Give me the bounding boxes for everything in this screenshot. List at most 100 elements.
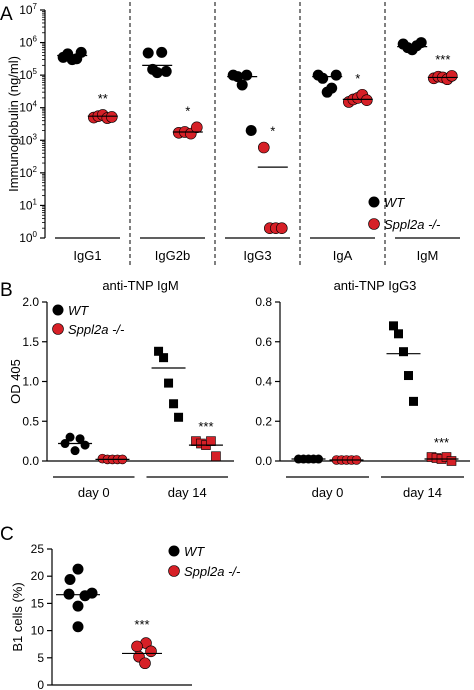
panel-a-significance: * (185, 103, 190, 118)
panel-label-c: C (0, 524, 14, 545)
panel-a-tick-label: 107 (19, 2, 37, 17)
panel-b-igg3-group-label: day 14 (403, 485, 442, 500)
panel-b-igm-y-label: OD 405 (8, 359, 23, 404)
panel-a-significance: ** (98, 91, 108, 106)
panel-a-wt-point (415, 37, 427, 49)
panel-c-wt-point (72, 600, 84, 612)
panel-b-igm-wt-point (164, 378, 174, 388)
panel-a-tick-label: 101 (19, 197, 37, 212)
panel-a-mut-point (445, 70, 458, 82)
legend-c-mut-label: Sppl2a -/- (184, 564, 241, 579)
panel-b-igm-significance: *** (198, 419, 213, 434)
legend-b-wt-label: WT (68, 303, 89, 318)
panel-b-igm-mut-point (211, 451, 221, 462)
panel-b-igg3-chart: 0.0 0.2 0.4 0.6 0.8 anti-TNP IgG3 day 0 day 14 *… (255, 278, 470, 500)
panel-b-igm-wt-point (169, 399, 179, 409)
panel-b-igg3-wt-point (389, 321, 398, 331)
panel-b-igg3-wt-point (394, 329, 403, 339)
panel-b-igm-wt-point (70, 446, 80, 456)
panel-a-mut-point (275, 222, 288, 234)
panel-a-significance: *** (435, 52, 450, 67)
panel-a-wt-point (142, 47, 154, 59)
panel-b-igm-wt-point (65, 432, 75, 442)
panel-c-wt-point (86, 587, 98, 599)
panel-b-igm-tick-label: 1.5 (22, 335, 39, 349)
legend-b-mut-label: Sppl2a -/- (68, 322, 125, 337)
panel-a-tick-label: 103 (19, 132, 37, 147)
panel-c-tick-label: 10 (31, 624, 45, 638)
panel-b-igg3-tick-label: 0.6 (255, 335, 272, 349)
panel-b-igm-wt-point (154, 346, 164, 356)
panel-a-significance: * (270, 124, 275, 139)
legend-a-wt-marker (368, 196, 380, 208)
panel-c-tick-label: 15 (31, 596, 45, 610)
panel-b-igg3-significance: *** (434, 435, 449, 450)
panel-a-chart: 100 101 102 103 104 105 106 107 Immunoglobulin (… (6, 2, 460, 265)
panel-b-igm-wt-point (80, 440, 90, 450)
legend-b-wt-marker (52, 304, 64, 316)
panel-b-igg3-tick-label: 0.4 (255, 375, 272, 389)
panel-b-igm-wt-point (75, 434, 85, 444)
panel-b-igm-wt-point (159, 353, 169, 363)
panel-a-category-label: IgG1 (73, 248, 101, 263)
panel-a-wt-point (236, 79, 248, 91)
panel-a-mut-point (191, 121, 203, 134)
panel-a-y-label: Immunoglobulin (ng/ml) (6, 56, 21, 192)
legend-c: WT Sppl2a -/- (168, 544, 241, 579)
panel-a-tick-label: 104 (19, 100, 37, 115)
panel-b-igg3-tick-label: 0.2 (255, 414, 272, 428)
panel-a-wt-point (156, 46, 168, 58)
panel-c-mut-point (131, 640, 143, 653)
panel-c-significance: *** (134, 617, 149, 632)
panel-c-mut-point (139, 657, 151, 670)
panel-c-chart: 0 5 10 15 20 25 B1 cells (%) *** (10, 542, 192, 690)
legend-b-mut-marker (52, 323, 64, 335)
panel-c-wt-point (64, 573, 76, 585)
panel-b-igg3-tick-label: 0.8 (255, 295, 272, 309)
panel-b-igm-tick-label: 0.0 (22, 454, 39, 468)
panel-a-wt-point (330, 69, 342, 81)
legend-c-mut-marker (168, 565, 180, 577)
panel-c-wt-point (72, 621, 84, 633)
panel-a-mut-point (106, 111, 118, 123)
panel-a-wt-point (317, 72, 329, 84)
panel-c-tick-label: 0 (37, 678, 44, 690)
panel-b-igg3-wt-point (404, 371, 413, 381)
panel-label-a: A (0, 4, 13, 25)
panel-b-igm-mut-point (206, 436, 216, 446)
panel-b-igg3-mut-point (446, 456, 457, 466)
panel-b-igm-title: anti-TNP IgM (102, 278, 178, 293)
legend-c-wt-marker (168, 545, 180, 557)
panel-b-igm-tick-label: 0.5 (22, 414, 39, 428)
panel-a-tick-label: 105 (19, 67, 37, 82)
legend-c-wt-label: WT (184, 544, 205, 559)
panel-a-mut-point (360, 94, 373, 107)
panel-a-wt-point (241, 69, 253, 81)
panel-b-igm-tick-label: 2.0 (22, 295, 39, 309)
panel-a-category-label: IgM (417, 248, 439, 263)
panel-a-category-label: IgG3 (243, 248, 271, 263)
panel-b-igg3-wt-point (409, 396, 418, 406)
legend-a-mut-marker (368, 218, 380, 230)
panel-a-wt-point (151, 67, 163, 79)
panel-a-category-label: IgG2b (155, 248, 190, 263)
panel-b-igm-group-label: day 0 (78, 485, 110, 500)
panel-c-y-label: B1 cells (%) (10, 582, 25, 651)
panel-a-wt-point (75, 46, 87, 58)
panel-c-tick-label: 25 (31, 542, 45, 556)
panel-b-igg3-wt-point (399, 347, 408, 357)
panel-b-igm-wt-point (174, 412, 184, 422)
panel-c-tick-label: 5 (37, 651, 44, 665)
panel-a-significance: * (355, 71, 360, 86)
panel-c-tick-label: 20 (31, 569, 45, 583)
legend-a-mut-label: Sppl2a -/- (384, 217, 441, 232)
panel-c-mut-point (145, 645, 157, 658)
panel-a-tick-label: 102 (19, 165, 37, 180)
panel-a-category-label: IgA (333, 248, 353, 263)
panel-b-igm-group-label: day 14 (168, 485, 207, 500)
panel-a-wt-point (245, 124, 257, 136)
legend-a-wt-label: WT (384, 195, 405, 210)
legend-b: WT Sppl2a -/- (52, 303, 125, 337)
panel-a-mut-point (257, 141, 270, 154)
